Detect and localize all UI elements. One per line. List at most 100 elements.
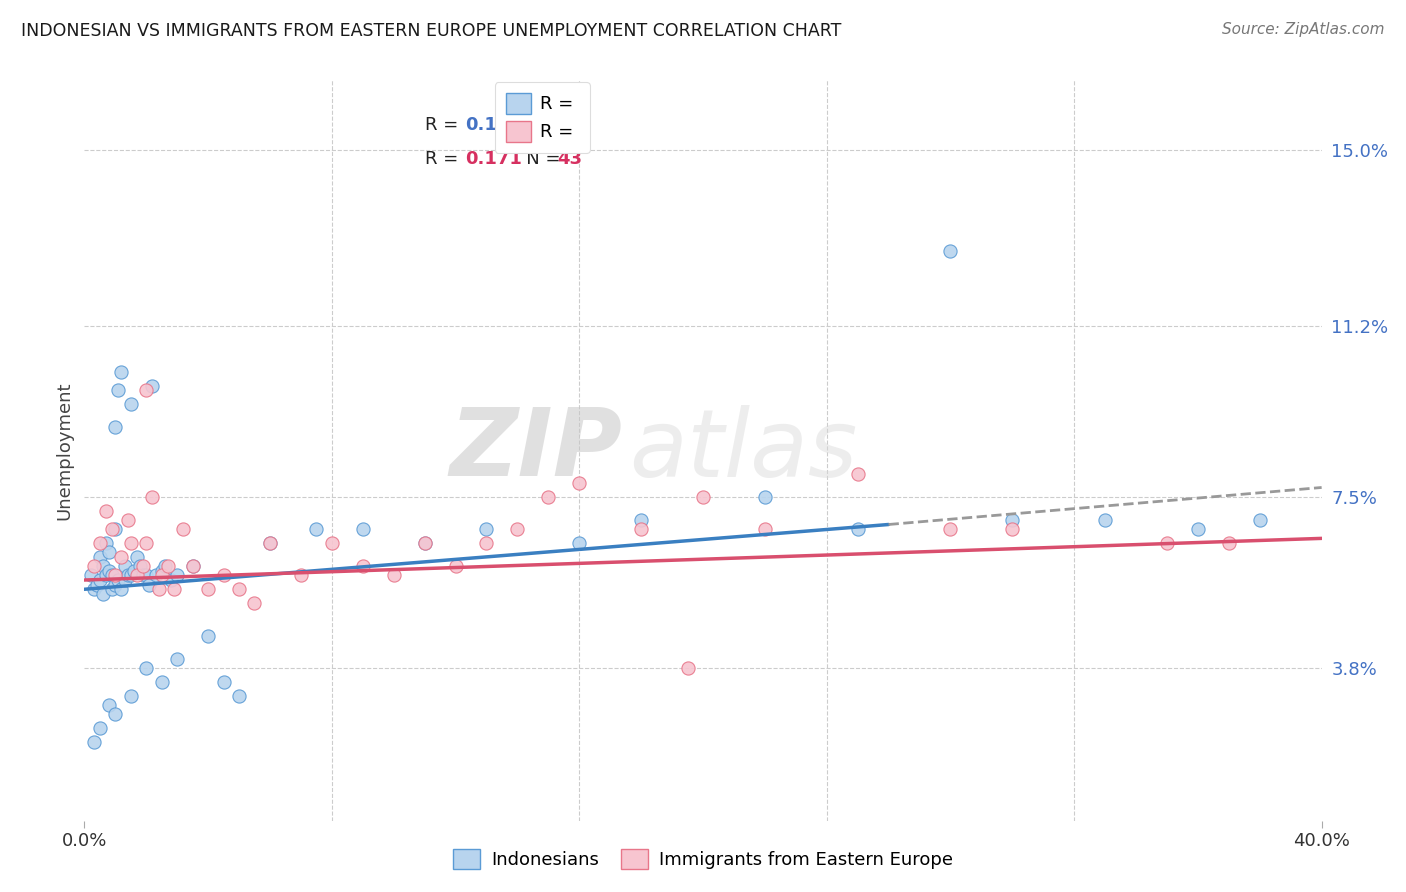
Point <box>290 568 312 582</box>
Point <box>413 536 436 550</box>
Point <box>153 559 176 574</box>
Point <box>141 378 163 392</box>
Point <box>630 513 652 527</box>
Point <box>135 536 157 550</box>
Point <box>150 564 173 578</box>
Point <box>475 536 498 550</box>
Point <box>132 559 155 574</box>
Point <box>568 475 591 490</box>
Point <box>98 564 121 578</box>
Point <box>212 568 235 582</box>
Point <box>138 577 160 591</box>
Point <box>101 522 124 536</box>
Point <box>141 490 163 504</box>
Point <box>1001 513 1024 527</box>
Point <box>94 503 117 517</box>
Point <box>305 522 328 536</box>
Point <box>197 582 219 597</box>
Point <box>692 490 714 504</box>
Point <box>89 721 111 735</box>
Point <box>156 559 179 574</box>
Point <box>83 735 105 749</box>
Point <box>537 490 560 504</box>
Point <box>1249 513 1271 527</box>
Point <box>676 661 699 675</box>
Point <box>1001 522 1024 536</box>
Point <box>145 568 167 582</box>
Point <box>94 568 117 582</box>
Point <box>754 522 776 536</box>
Point <box>125 549 148 564</box>
Legend: Indonesians, Immigrants from Eastern Europe: Indonesians, Immigrants from Eastern Eur… <box>444 839 962 879</box>
Point <box>132 568 155 582</box>
Point <box>1218 536 1240 550</box>
Point <box>104 577 127 591</box>
Y-axis label: Unemployment: Unemployment <box>55 381 73 520</box>
Legend: R = , R = : R = , R = <box>495 82 589 153</box>
Point <box>444 559 467 574</box>
Point <box>120 689 142 703</box>
Point <box>160 573 183 587</box>
Point <box>1187 522 1209 536</box>
Point <box>630 522 652 536</box>
Point <box>89 536 111 550</box>
Point <box>120 536 142 550</box>
Point <box>150 568 173 582</box>
Point <box>83 559 105 574</box>
Point <box>117 513 139 527</box>
Point <box>172 522 194 536</box>
Point <box>107 384 129 398</box>
Point <box>228 689 250 703</box>
Point <box>166 651 188 665</box>
Point <box>101 568 124 582</box>
Text: N =: N = <box>509 116 567 134</box>
Point <box>413 536 436 550</box>
Text: N =: N = <box>509 151 567 169</box>
Point <box>259 536 281 550</box>
Point <box>150 674 173 689</box>
Point <box>114 559 136 574</box>
Point <box>1094 513 1116 527</box>
Point <box>91 587 114 601</box>
Point <box>846 522 869 536</box>
Point <box>212 674 235 689</box>
Text: R =: R = <box>425 151 464 169</box>
Point <box>135 384 157 398</box>
Point <box>110 582 132 597</box>
Point <box>475 522 498 536</box>
Point <box>107 573 129 587</box>
Point <box>382 568 405 582</box>
Point <box>846 467 869 481</box>
Point <box>135 661 157 675</box>
Point <box>243 596 266 610</box>
Point <box>98 698 121 712</box>
Point <box>89 573 111 587</box>
Text: ZIP: ZIP <box>450 404 623 497</box>
Point <box>83 582 105 597</box>
Text: Source: ZipAtlas.com: Source: ZipAtlas.com <box>1222 22 1385 37</box>
Point <box>125 568 148 582</box>
Point <box>506 522 529 536</box>
Point <box>129 559 152 574</box>
Point <box>86 577 108 591</box>
Text: 0.137: 0.137 <box>465 116 522 134</box>
Point <box>104 420 127 434</box>
Point <box>1156 536 1178 550</box>
Point <box>122 564 145 578</box>
Point <box>321 536 343 550</box>
Point <box>181 559 204 574</box>
Point <box>104 707 127 722</box>
Point <box>181 559 204 574</box>
Point <box>120 568 142 582</box>
Point <box>104 568 127 582</box>
Point <box>94 536 117 550</box>
Point <box>939 244 962 259</box>
Point <box>117 568 139 582</box>
Point <box>101 582 124 597</box>
Text: INDONESIAN VS IMMIGRANTS FROM EASTERN EUROPE UNEMPLOYMENT CORRELATION CHART: INDONESIAN VS IMMIGRANTS FROM EASTERN EU… <box>21 22 841 40</box>
Point <box>79 568 101 582</box>
Point <box>163 582 186 597</box>
Point <box>259 536 281 550</box>
Text: 43: 43 <box>557 151 582 169</box>
Point <box>110 549 132 564</box>
